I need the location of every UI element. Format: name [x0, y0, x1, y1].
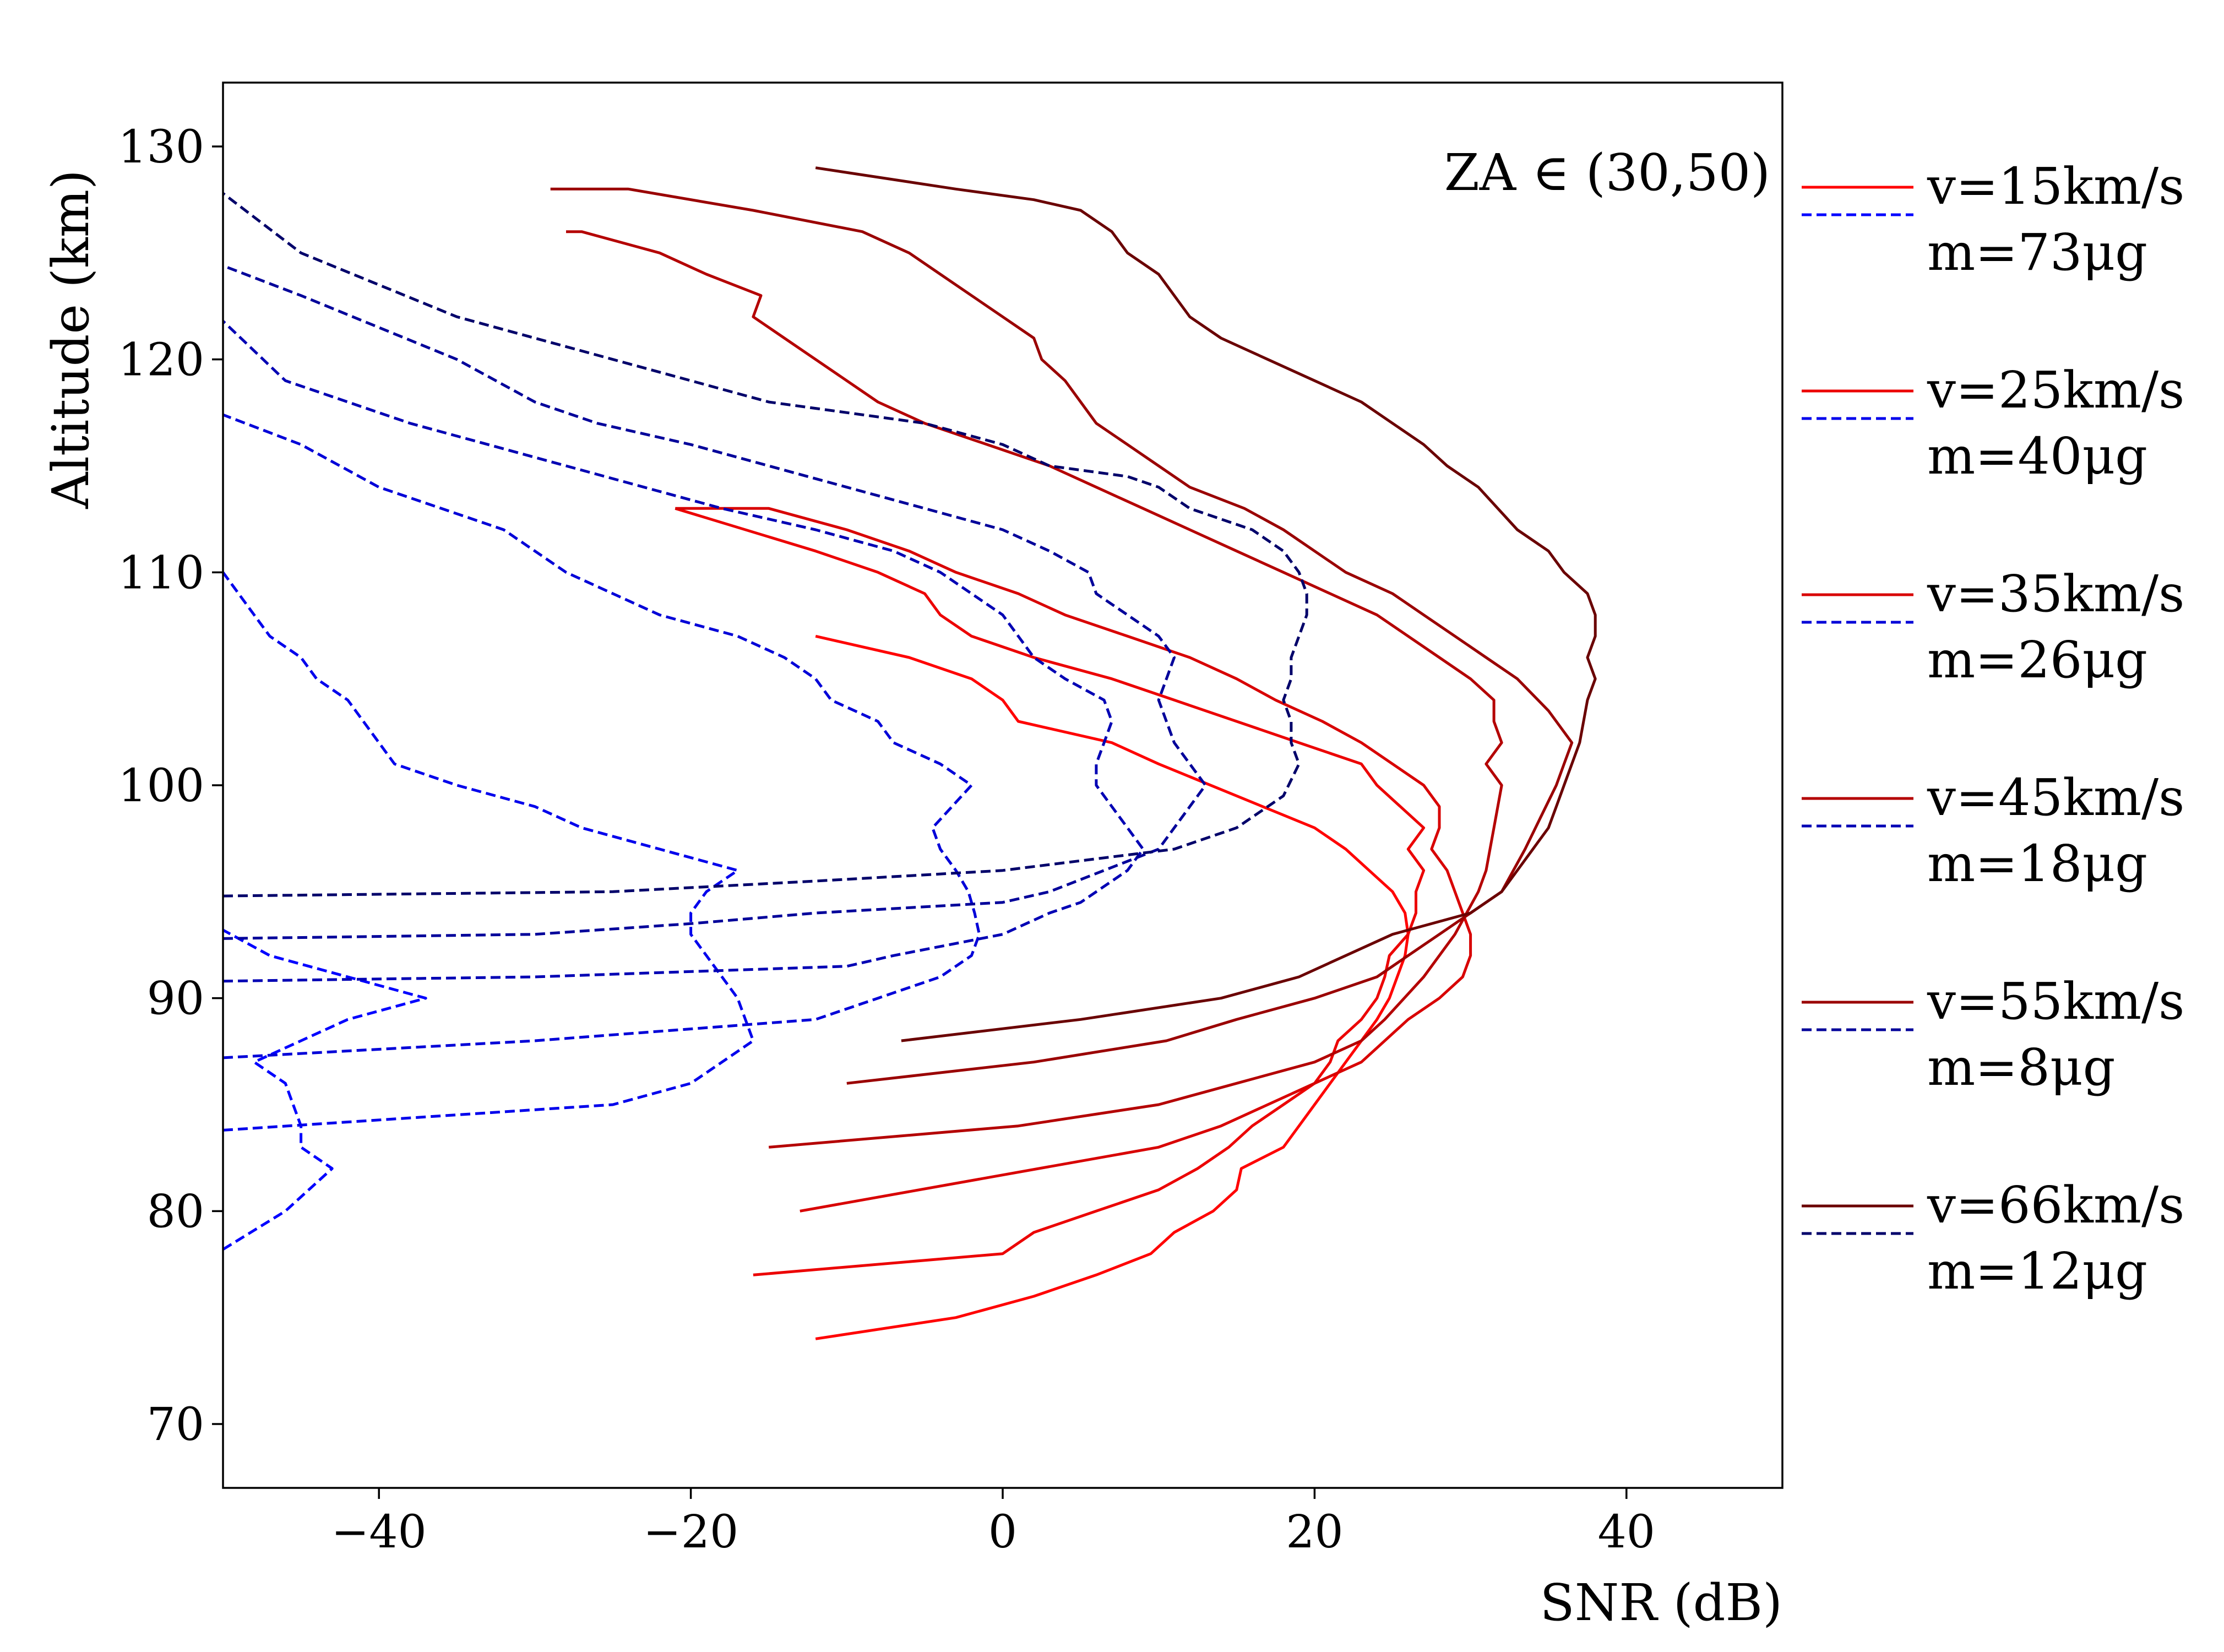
legend-mass-label: m=8μg [1927, 1038, 2116, 1097]
series-dashed-4 [223, 320, 1145, 983]
legend-entry-4: v=45km/s m=18μg [1802, 768, 2184, 893]
legend-entry-1: v=15km/s m=73μg [1802, 157, 2184, 282]
y-tick-label: 70 [147, 1399, 204, 1451]
x-axis-label: SNR (dB) [1540, 1573, 1782, 1632]
y-tick-label: 100 [118, 760, 204, 812]
legend-entry-6: v=66km/s m=12μg [1802, 1176, 2184, 1301]
x-tick-label: −40 [331, 1506, 427, 1558]
legend-entry-2: v=25km/s m=40μg [1802, 361, 2184, 486]
legend-mass-label: m=26μg [1927, 631, 2147, 689]
y-tick-label: 110 [118, 547, 204, 599]
zenith-angle-annotation: ZA ∈ (30,50) [1444, 143, 1770, 202]
series-dashed-6 [223, 192, 1308, 898]
series-solid-2 [675, 507, 1426, 1276]
series-solid-4 [566, 230, 1503, 1149]
series-layer [223, 166, 1597, 1340]
x-tick-label: 20 [1286, 1506, 1343, 1558]
y-tick-label: 90 [147, 973, 204, 1025]
legend-velocity-label: v=25km/s [1927, 361, 2184, 420]
y-tick-label: 120 [118, 334, 204, 387]
series-solid-3 [675, 507, 1472, 1213]
series-solid-6 [815, 166, 1597, 1042]
series-dashed-5 [223, 264, 1207, 940]
y-axis-label: Altitude (km) [41, 170, 100, 509]
legend-mass-label: m=18μg [1927, 834, 2147, 893]
y-tick-label: 80 [147, 1186, 204, 1238]
series-dashed-2 [223, 571, 755, 1132]
legend-velocity-label: v=35km/s [1927, 564, 2184, 623]
series-dashed-3 [223, 413, 981, 1059]
x-tick-label: −20 [643, 1506, 738, 1558]
legend-velocity-label: v=55km/s [1927, 972, 2184, 1031]
legend-velocity-label: v=15km/s [1927, 157, 2184, 216]
legend-entry-3: v=35km/s m=26μg [1802, 564, 2184, 689]
x-axis: −40 −20 0 20 40 [331, 1488, 1655, 1558]
legend-mass-label: m=40μg [1927, 427, 2147, 486]
legend-mass-label: m=73μg [1927, 223, 2147, 282]
series-solid-1 [815, 634, 1410, 1340]
x-tick-label: 0 [988, 1506, 1017, 1558]
legend: v=15km/s m=73μg v=25km/s m=40μg v=35km/s m=26… [1802, 157, 2184, 1301]
y-axis: 70 80 90 100 110 120 130 [118, 121, 223, 1451]
legend-velocity-label: v=66km/s [1927, 1176, 2184, 1235]
x-tick-label: 40 [1598, 1506, 1655, 1558]
legend-entry-5: v=55km/s m=8μg [1802, 972, 2184, 1097]
y-tick-label: 130 [118, 121, 204, 173]
legend-mass-label: m=12μg [1927, 1242, 2147, 1301]
legend-velocity-label: v=45km/s [1927, 768, 2184, 827]
series-solid-5 [550, 187, 1574, 1085]
